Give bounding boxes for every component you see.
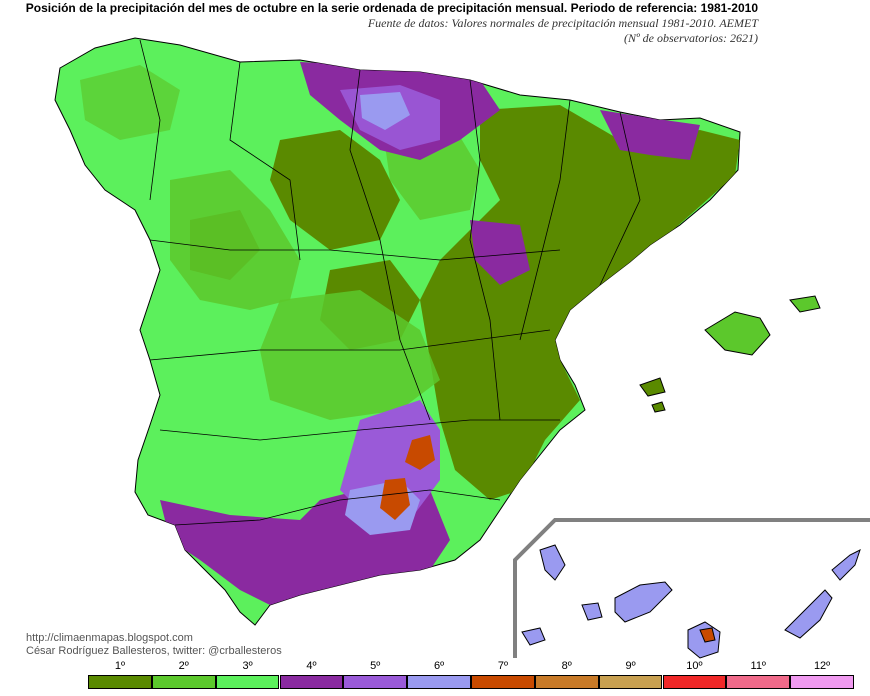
legend-item: 4º (279, 660, 344, 690)
canary-inset-frame (513, 518, 870, 658)
legend-label: 4º (306, 660, 317, 672)
legend-swatch (534, 675, 599, 689)
legend-label: 7º (497, 660, 508, 672)
canary-islands (521, 544, 861, 659)
legend-swatch (790, 675, 854, 689)
legend-item: 3º (215, 660, 280, 690)
legend-item: 9º (598, 660, 663, 690)
color-legend: 1º 2º 3º 4º 5º 6º 7º 8º 9º 10º 11º 12º (88, 660, 854, 690)
legend-item: 8º (534, 660, 599, 690)
legend-label: 12º (813, 660, 831, 672)
legend-label: 5º (370, 660, 381, 672)
legend-item: 10º (662, 660, 727, 690)
map-title: Posición de la precipitación del mes de … (25, 1, 758, 15)
legend-item: 5º (343, 660, 408, 690)
blog-credit: http://climaenmapas.blogspot.com (26, 632, 193, 644)
data-source: Fuente de datos: Valores normales de pre… (367, 16, 758, 30)
legend-swatch (407, 675, 471, 689)
legend-swatch (88, 675, 152, 689)
legend-swatch (343, 675, 408, 689)
legend-label: 11º (750, 660, 766, 672)
legend-item: 12º (790, 660, 854, 690)
legend-item: 2º (151, 660, 216, 690)
legend-swatch (279, 675, 344, 689)
legend-swatch (662, 675, 727, 689)
legend-label: 1º (114, 660, 125, 672)
legend-swatch (151, 675, 216, 689)
author-credit: César Rodríguez Ballesteros, twitter: @c… (26, 645, 282, 657)
legend-item: 11º (726, 660, 791, 690)
legend-swatch (726, 675, 791, 689)
observatory-count: (Nº de observatorios: 2621) (623, 31, 758, 45)
legend-swatch (471, 675, 535, 689)
legend-swatch (598, 675, 663, 689)
legend-item: 1º (88, 660, 152, 690)
legend-label: 3º (242, 660, 253, 672)
peninsula (54, 37, 741, 626)
legend-label: 10º (686, 660, 703, 672)
legend-label: 8º (561, 660, 572, 672)
balearic-islands (639, 295, 821, 413)
legend-swatch (215, 675, 280, 689)
legend-item: 6º (407, 660, 471, 690)
legend-label: 6º (434, 660, 445, 672)
legend-item: 7º (471, 660, 535, 690)
legend-label: 9º (625, 660, 636, 672)
legend-label: 2º (178, 660, 189, 672)
